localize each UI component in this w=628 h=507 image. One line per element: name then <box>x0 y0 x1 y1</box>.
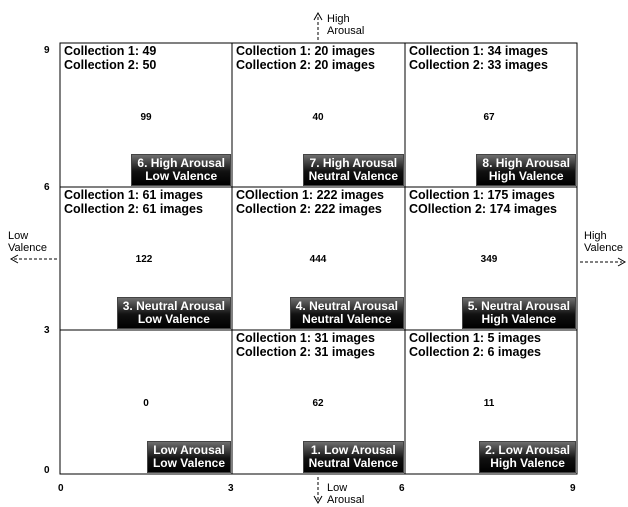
quadrant-badge: 4. Neutral Arousal Neutral Valence <box>289 297 404 329</box>
collection-2-count: Collection 2: 20 images <box>236 58 375 72</box>
quadrant-badge: 3. Neutral Arousal Low Valence <box>116 297 231 329</box>
badge-line-1: 3. Neutral Arousal <box>122 299 225 313</box>
cell-total: 444 <box>309 254 327 265</box>
badge-line-2: Neutral Valence <box>302 312 392 326</box>
cell-high-arousal-high-valence: Collection 1: 34 images Collection 2: 33 … <box>405 43 577 187</box>
high-arousal-label: High Arousal <box>327 13 364 37</box>
quadrant-badge: 8. High Arousal High Valence <box>476 154 576 186</box>
low-arousal-arrow <box>313 477 323 505</box>
collection-1-count: Collection 1: 5 images <box>409 331 541 345</box>
cell-total: 11 <box>483 398 495 409</box>
cell-low-arousal-high-valence: Collection 1: 5 images Collection 2: 6 im… <box>405 330 577 474</box>
y-tick: 6 <box>44 182 50 193</box>
x-tick: 6 <box>399 483 405 494</box>
high-arousal-arrow <box>313 11 323 40</box>
cell-total: 40 <box>312 112 324 123</box>
cell-total: 99 <box>140 112 152 123</box>
high-arousal-label-line-2: Arousal <box>327 25 365 37</box>
collection-2-count: Collection 2: 50 <box>64 58 157 72</box>
x-tick: 3 <box>228 483 234 494</box>
x-tick: 9 <box>570 483 576 494</box>
high-arousal-label-line-1: High <box>327 13 350 25</box>
collection-1-count: Collection 1: 175 images <box>409 188 555 202</box>
cell-neutral-arousal-low-valence: Collection 1: 61 images Collection 2: 61 … <box>60 187 232 330</box>
collection-1-count: COllection 1: 222 images <box>236 188 384 202</box>
badge-line-1: 6. High Arousal <box>137 156 225 170</box>
badge-line-2: High Valence <box>481 312 557 326</box>
high-valence-label-line-1: High <box>584 230 607 242</box>
badge-line-1: 8. High Arousal <box>482 156 570 170</box>
y-tick: 0 <box>44 465 50 476</box>
cell-neutral-arousal-neutral-valence: COllection 1: 222 images Collection 2: 22… <box>232 187 405 330</box>
x-tick: 0 <box>58 483 64 494</box>
badge-line-2: Neutral Valence <box>308 456 398 470</box>
badge-line-1: Low Arousal <box>153 443 225 457</box>
badge-line-1: 2. Low Arousal <box>485 443 570 457</box>
badge-line-2: Low Valence <box>145 169 218 183</box>
cell-total: 349 <box>480 254 498 265</box>
quadrant-badge: 2. Low Arousal High Valence <box>479 441 576 473</box>
quadrant-badge: 6. High Arousal Low Valence <box>131 154 231 186</box>
badge-line-1: 1. Low Arousal <box>310 443 396 457</box>
collection-2-count: Collection 2: 61 images <box>64 202 203 216</box>
cell-low-arousal-neutral-valence: Collection 1: 31 images Collection 2: 31 … <box>232 330 405 474</box>
collection-2-count: Collection 2: 222 images <box>236 202 382 216</box>
cell-high-arousal-low-valence: Collection 1: 49 Collection 2: 50 99 6. H… <box>60 43 232 187</box>
collection-1-count: Collection 1: 31 images <box>236 331 375 345</box>
low-arousal-label: Low Arousal <box>327 482 364 506</box>
cell-neutral-arousal-high-valence: Collection 1: 175 images COllection 2: 17… <box>405 187 577 330</box>
low-valence-label-line-1: Low <box>8 230 29 242</box>
collection-1-count: Collection 1: 34 images <box>409 44 548 58</box>
low-arousal-label-line-2: Arousal <box>327 494 365 506</box>
high-valence-label-line-2: Valence <box>584 242 623 254</box>
badge-line-2: Neutral Valence <box>308 169 398 183</box>
high-valence-arrow <box>580 257 627 267</box>
collection-2-count: Collection 2: 6 images <box>409 345 541 359</box>
low-valence-arrow <box>9 254 57 264</box>
cell-total: 67 <box>483 112 495 123</box>
badge-line-2: Low Valence <box>137 312 210 326</box>
quadrant-badge: 1. Low Arousal Neutral Valence <box>302 441 404 473</box>
low-arousal-label-line-1: Low <box>327 482 348 494</box>
low-valence-label: Low Valence <box>8 230 47 254</box>
high-valence-label: High Valence <box>584 230 623 254</box>
badge-line-1: 5. Neutral Arousal <box>467 299 570 313</box>
cell-low-arousal-low-valence: 0 Low Arousal Low Valence <box>60 330 232 474</box>
collection-2-count: COllection 2: 174 images <box>409 202 557 216</box>
collection-1-count: Collection 1: 61 images <box>64 188 203 202</box>
collection-1-count: Collection 1: 20 images <box>236 44 375 58</box>
badge-line-1: 4. Neutral Arousal <box>295 299 398 313</box>
quadrant-badge: 7. High Arousal Neutral Valence <box>302 154 404 186</box>
cell-total: 62 <box>312 398 324 409</box>
badge-line-2: High Valence <box>490 456 565 470</box>
y-tick: 9 <box>44 45 50 56</box>
collection-2-count: Collection 2: 33 images <box>409 58 548 72</box>
badge-line-1: 7. High Arousal <box>309 156 398 170</box>
collection-2-count: Collection 2: 31 images <box>236 345 375 359</box>
quadrant-badge: 5. Neutral Arousal High Valence <box>461 297 576 329</box>
low-valence-label-line-2: Valence <box>8 242 47 254</box>
badge-line-2: High Valence <box>488 169 564 183</box>
collection-1-count: Collection 1: 49 <box>64 44 157 58</box>
y-tick: 3 <box>44 325 50 336</box>
cell-total: 0 <box>143 398 149 409</box>
cell-high-arousal-neutral-valence: Collection 1: 20 images Collection 2: 20 … <box>232 43 405 187</box>
cell-total: 122 <box>135 254 153 265</box>
quadrant-badge: Low Arousal Low Valence <box>146 441 231 473</box>
badge-line-2: Low Valence <box>152 456 225 470</box>
